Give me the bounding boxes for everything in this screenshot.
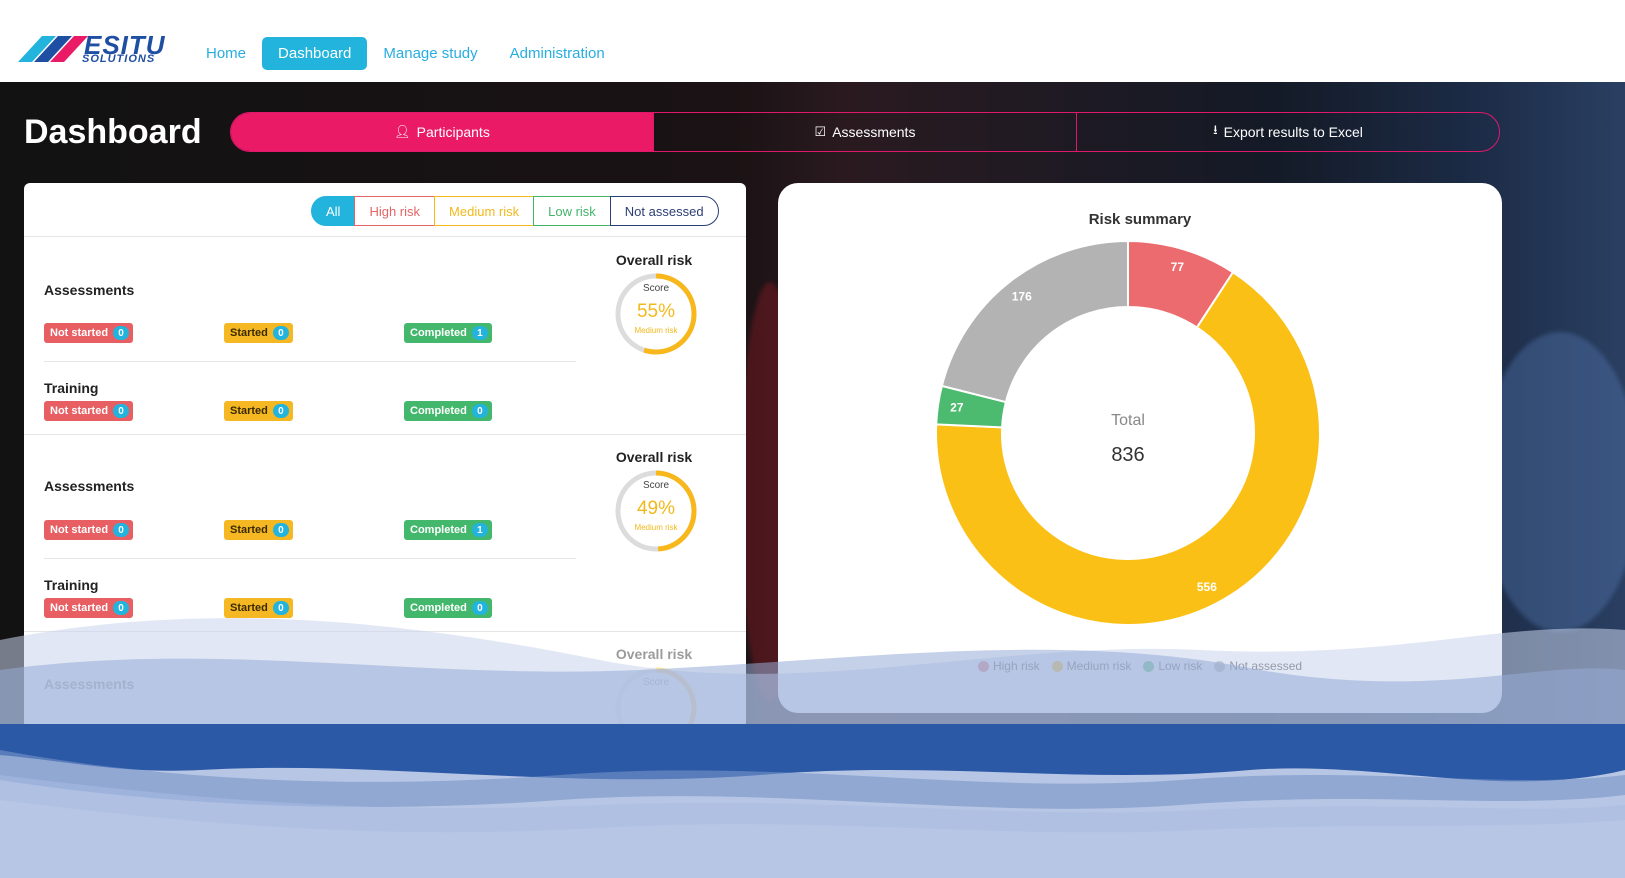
chart-legend: High risk Medium risk Low risk Not assessed bbox=[778, 659, 1502, 673]
overall-risk-title: Overall risk bbox=[615, 646, 693, 662]
gauge-score-label: Score bbox=[642, 677, 670, 688]
main-nav: Home Dashboard Manage study Administrati… bbox=[190, 37, 621, 70]
top-navbar: ESITU SOLUTIONS Home Dashboard Manage st… bbox=[0, 0, 1625, 82]
nav-dashboard[interactable]: Dashboard bbox=[262, 37, 368, 70]
assessments-started-badge: Started 0 bbox=[224, 520, 293, 540]
chart-title: Risk summary bbox=[1088, 211, 1192, 228]
assessments-label: Assessments bbox=[44, 478, 135, 494]
legend-item-not-assessed[interactable]: Not assessed bbox=[1214, 659, 1302, 673]
overall-risk-title: Overall risk bbox=[615, 252, 693, 268]
download-icon: ⭳ bbox=[1213, 122, 1218, 137]
overall-risk-gauge bbox=[615, 667, 697, 728]
participants-panel: All High risk Medium risk Low risk Not a… bbox=[24, 183, 746, 728]
training-label: Training bbox=[44, 380, 99, 396]
donut-center-value: 836 bbox=[1111, 444, 1144, 466]
tab-assessments[interactable]: ☑ Assessments bbox=[654, 113, 1077, 151]
gauge-score-value: 49% bbox=[636, 498, 676, 519]
legend-label: Not assessed bbox=[1229, 659, 1303, 673]
donut-slice-label: 27 bbox=[950, 401, 964, 415]
nav-administration[interactable]: Administration bbox=[509, 45, 605, 62]
user-icon: 👤︎ bbox=[394, 124, 411, 139]
filter-all[interactable]: All bbox=[311, 196, 356, 226]
donut-slice-not-assessed[interactable] bbox=[940, 239, 1129, 404]
risk-donut-chart: 77 556 27 176 Total 836 bbox=[935, 239, 1321, 626]
legend-label: Medium risk bbox=[1066, 659, 1132, 673]
divider bbox=[44, 558, 576, 559]
assessments-started-badge: Started 0 bbox=[224, 323, 293, 343]
legend-dot bbox=[1214, 660, 1226, 672]
filter-not-assessed[interactable]: Not assessed bbox=[609, 196, 719, 226]
assessments-not-started-badge: Not started 0 bbox=[44, 323, 134, 343]
assessments-not-started-badge: Not started 0 bbox=[44, 520, 134, 540]
legend-item-low-risk[interactable]: Low risk bbox=[1143, 659, 1202, 673]
training-completed-badge: Completed 0 bbox=[404, 401, 492, 421]
gauge-score-label: Score bbox=[642, 480, 670, 491]
legend-item-medium-risk[interactable]: Medium risk bbox=[1051, 659, 1132, 673]
divider bbox=[24, 236, 746, 237]
logo-stripes-icon bbox=[18, 36, 88, 62]
gauge-risk-level: Medium risk bbox=[634, 326, 678, 335]
overall-risk-title: Overall risk bbox=[615, 449, 693, 465]
filter-low-risk[interactable]: Low risk bbox=[533, 196, 611, 226]
gauge-score-value: 55% bbox=[636, 301, 676, 322]
gauge-score-label: Score bbox=[642, 283, 670, 294]
donut-slice-label: 556 bbox=[1197, 580, 1217, 594]
legend-dot bbox=[977, 660, 989, 672]
page-title: Dashboard bbox=[24, 113, 202, 151]
risk-filter-group: All High risk Medium risk Low risk Not a… bbox=[311, 196, 719, 226]
donut-center-label: Total bbox=[1111, 412, 1145, 429]
divider bbox=[24, 631, 746, 632]
legend-label: Low risk bbox=[1158, 659, 1203, 673]
background-decoration bbox=[1480, 332, 1625, 632]
filter-medium-risk[interactable]: Medium risk bbox=[434, 196, 535, 226]
assessments-label: Assessments bbox=[44, 282, 135, 298]
tab-export-label: Export results to Excel bbox=[1223, 124, 1363, 140]
donut-slice-label: 77 bbox=[1171, 260, 1185, 274]
tab-participants-label: Participants bbox=[416, 124, 490, 140]
gauge-risk-level: Medium risk bbox=[634, 523, 678, 532]
training-not-started-badge: Not started 0 bbox=[44, 598, 134, 618]
brand-name: ESITU bbox=[84, 30, 166, 60]
risk-summary-panel: Risk summary 77 556 27 176 Total 836 High ris… bbox=[778, 183, 1502, 713]
brand-tagline: SOLUTIONS bbox=[82, 53, 156, 65]
nav-home[interactable]: Home bbox=[206, 45, 247, 62]
divider bbox=[44, 361, 576, 362]
training-label: Training bbox=[44, 577, 99, 593]
training-started-badge: Started 0 bbox=[224, 401, 293, 421]
legend-item-high-risk[interactable]: High risk bbox=[977, 659, 1040, 673]
tab-participants[interactable]: 👤︎ Participants bbox=[231, 113, 654, 151]
assessments-completed-badge: Completed 1 bbox=[404, 323, 492, 343]
donut-slice-medium-risk[interactable] bbox=[935, 270, 1321, 626]
dashboard-tabs: 👤︎ Participants ☑ Assessments ⭳ Export r… bbox=[230, 112, 1500, 152]
overall-risk-gauge bbox=[615, 273, 697, 355]
training-not-started-badge: Not started 0 bbox=[44, 401, 134, 421]
legend-label: High risk bbox=[992, 659, 1040, 673]
training-completed-badge: Completed 0 bbox=[404, 598, 492, 618]
assessments-label: Assessments bbox=[44, 676, 135, 692]
nav-manage-study[interactable]: Manage study bbox=[383, 45, 478, 62]
clipboard-check-icon: ☑ bbox=[814, 124, 827, 139]
divider bbox=[24, 434, 746, 435]
overall-risk-gauge bbox=[615, 470, 697, 552]
tab-export-excel[interactable]: ⭳ Export results to Excel bbox=[1077, 113, 1499, 151]
donut-slice-label: 176 bbox=[1012, 289, 1032, 303]
training-started-badge: Started 0 bbox=[224, 598, 293, 618]
assessments-completed-badge: Completed 1 bbox=[404, 520, 492, 540]
brand-logo[interactable]: ESITU SOLUTIONS bbox=[18, 30, 178, 66]
legend-dot bbox=[1051, 660, 1063, 672]
legend-dot bbox=[1143, 660, 1155, 672]
tab-assessments-label: Assessments bbox=[832, 124, 916, 140]
filter-high-risk[interactable]: High risk bbox=[354, 196, 436, 226]
